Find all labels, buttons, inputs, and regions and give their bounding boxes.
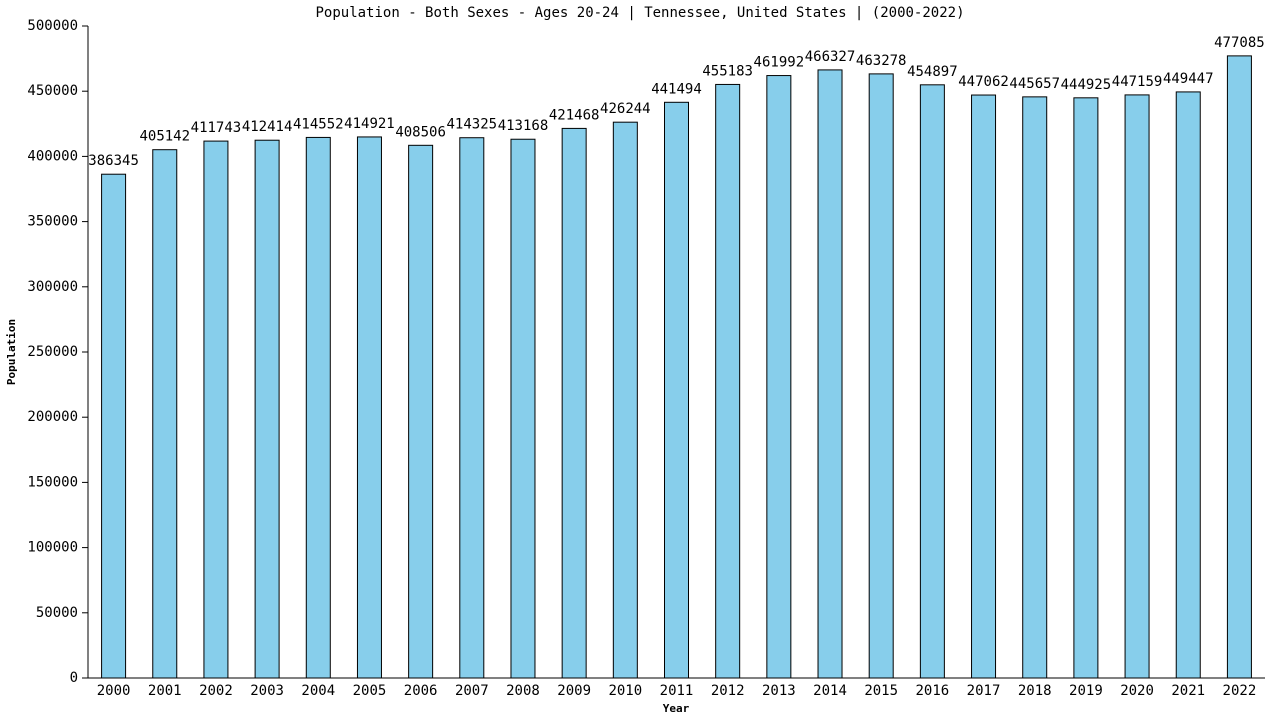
x-tick-label: 2004 [301, 683, 335, 699]
x-tick-label: 2006 [404, 683, 438, 699]
bar [1175, 91, 1201, 679]
y-tick-label: 200000 [27, 409, 78, 425]
x-tick-label: 2003 [250, 683, 284, 699]
bar [101, 173, 127, 679]
value-label: 444925 [1061, 77, 1112, 93]
y-tick-label: 500000 [27, 18, 78, 34]
value-label: 454897 [907, 64, 958, 80]
value-label: 408506 [395, 124, 446, 140]
bar [1124, 94, 1150, 679]
x-tick-label: 2017 [967, 683, 1001, 699]
x-tick-label: 2022 [1223, 683, 1257, 699]
bar [510, 138, 536, 679]
bar [1022, 96, 1048, 679]
value-label: 413168 [498, 118, 549, 134]
value-label: 463278 [856, 53, 907, 69]
value-label: 426244 [600, 101, 651, 117]
bar [868, 73, 894, 679]
value-label: 445657 [1009, 76, 1060, 92]
value-label: 441494 [651, 81, 702, 97]
bar [919, 84, 945, 679]
bar [766, 75, 792, 679]
bar [254, 139, 280, 679]
bar [203, 140, 229, 679]
y-tick-label: 300000 [27, 279, 78, 295]
bar [459, 137, 485, 679]
value-label: 449447 [1163, 71, 1214, 87]
x-tick-label: 2002 [199, 683, 233, 699]
bar [305, 136, 331, 679]
x-axis-label: Year [663, 702, 690, 715]
y-tick-label: 400000 [27, 148, 78, 164]
y-axis-label: Population [5, 319, 18, 385]
bar [612, 121, 638, 679]
x-tick-label: 2009 [557, 683, 591, 699]
bar [408, 144, 434, 679]
bar [152, 149, 178, 679]
chart-title: Population - Both Sexes - Ages 20-24 | T… [315, 5, 964, 21]
value-label: 386345 [88, 153, 139, 169]
x-tick-label: 2000 [97, 683, 131, 699]
x-tick-label: 2015 [864, 683, 898, 699]
value-label: 477085 [1214, 35, 1265, 51]
value-label: 421468 [549, 107, 600, 123]
x-tick-label: 2001 [148, 683, 182, 699]
y-tick-label: 150000 [27, 474, 78, 490]
bar [561, 127, 587, 679]
x-tick-label: 2008 [506, 683, 540, 699]
value-label: 466327 [805, 49, 856, 65]
value-label: 412414 [242, 119, 293, 135]
bar [971, 94, 997, 679]
value-label: 461992 [754, 55, 805, 71]
value-label: 405142 [139, 129, 190, 145]
x-tick-label: 2011 [660, 683, 694, 699]
y-tick-label: 350000 [27, 214, 78, 230]
x-tick-label: 2007 [455, 683, 489, 699]
bar [356, 136, 382, 679]
x-tick-label: 2020 [1120, 683, 1154, 699]
bar [817, 69, 843, 679]
y-tick-label: 0 [70, 670, 78, 686]
value-label: 414921 [344, 116, 395, 132]
value-label: 414552 [293, 116, 344, 132]
x-tick-label: 2018 [1018, 683, 1052, 699]
y-tick-label: 250000 [27, 344, 78, 360]
x-tick-label: 2005 [353, 683, 387, 699]
x-tick-label: 2014 [813, 683, 847, 699]
y-tick-label: 100000 [27, 540, 78, 556]
y-tick-label: 50000 [36, 605, 78, 621]
x-tick-label: 2016 [916, 683, 950, 699]
value-label: 455183 [702, 63, 753, 79]
bar [1073, 97, 1099, 679]
y-tick-label: 450000 [27, 83, 78, 99]
value-label: 447159 [1112, 74, 1163, 90]
x-tick-label: 2012 [711, 683, 745, 699]
value-label: 447062 [958, 74, 1009, 90]
x-tick-label: 2010 [608, 683, 642, 699]
x-tick-label: 2019 [1069, 683, 1103, 699]
bar [1226, 55, 1252, 679]
value-label: 414325 [447, 117, 498, 133]
x-tick-label: 2013 [762, 683, 796, 699]
x-tick-label: 2021 [1171, 683, 1205, 699]
bar [664, 101, 689, 679]
value-label: 411743 [191, 120, 242, 136]
bar [715, 83, 741, 679]
